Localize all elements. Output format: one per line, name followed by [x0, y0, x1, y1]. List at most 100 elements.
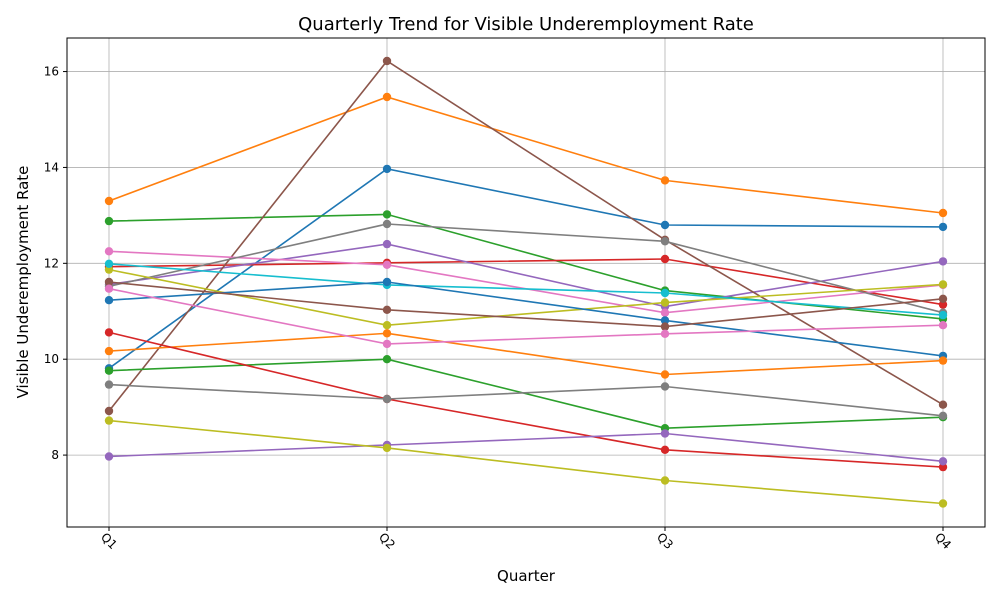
data-point [938, 222, 948, 232]
data-point [938, 400, 948, 409]
data-point [938, 300, 948, 309]
data-point [104, 196, 114, 206]
data-point [382, 164, 392, 174]
data-point [382, 92, 392, 102]
x-tick-label: Q2 [376, 530, 398, 552]
data-point [660, 308, 670, 317]
axes [66, 37, 986, 528]
series-lines [104, 56, 948, 508]
x-axis-ticks: Q1 Q2 Q3 Q4 [98, 527, 954, 552]
data-point [104, 247, 114, 256]
data-point [660, 429, 670, 438]
series-16 [104, 277, 948, 331]
series-line [108, 432, 944, 463]
data-point [660, 322, 670, 331]
data-point [104, 259, 114, 268]
y-tick-label: 14 [44, 160, 59, 174]
data-point [660, 316, 670, 325]
data-point [660, 237, 670, 246]
chart-title: Quarterly Trend for Visible Underemploym… [298, 14, 754, 35]
series-line [108, 223, 944, 314]
data-point [382, 394, 392, 404]
data-point [382, 443, 392, 453]
series-1 [104, 164, 948, 373]
data-point [104, 380, 114, 389]
data-point [660, 370, 670, 379]
series-line [108, 263, 944, 316]
data-point [382, 219, 392, 229]
data-point [104, 406, 114, 416]
series-14 [104, 328, 948, 472]
series-line [108, 281, 944, 357]
series-line [108, 281, 944, 328]
data-point [660, 445, 670, 454]
data-point [938, 411, 948, 420]
data-point [660, 382, 670, 391]
data-point [104, 277, 114, 287]
data-point [104, 366, 114, 375]
data-point [660, 176, 670, 185]
data-point [104, 346, 114, 356]
data-point [938, 462, 948, 472]
data-point [660, 329, 670, 338]
data-point [382, 355, 392, 364]
data-point [382, 277, 392, 287]
y-axis-ticks: 8 10 12 14 16 [44, 65, 67, 462]
data-point [660, 254, 670, 264]
data-point [938, 356, 948, 365]
x-tick-label: Q4 [932, 530, 954, 552]
x-axis-label: Quarter [497, 567, 556, 585]
data-point [382, 339, 392, 349]
data-point [938, 310, 948, 320]
data-point [104, 216, 114, 226]
data-point [104, 284, 114, 293]
data-point [104, 265, 114, 274]
series-line [108, 287, 944, 345]
data-point [382, 239, 392, 249]
series-line [108, 358, 944, 430]
series-line [108, 419, 944, 505]
data-point [104, 296, 114, 305]
y-tick-label: 16 [44, 65, 59, 79]
data-point [938, 321, 948, 330]
series-line [108, 331, 944, 468]
data-point [660, 220, 670, 230]
data-point [382, 56, 392, 66]
grid [67, 38, 985, 527]
series-line [108, 268, 944, 327]
data-point [938, 294, 948, 303]
data-point [938, 208, 948, 218]
data-point [104, 328, 114, 337]
data-point [660, 288, 670, 298]
series-19 [104, 416, 948, 508]
series-18 [104, 380, 948, 420]
series-17 [104, 284, 948, 349]
series-line [108, 243, 944, 308]
y-axis-label: Visible Underemployment Rate [14, 166, 32, 399]
series-12 [104, 329, 948, 379]
data-point [938, 257, 948, 266]
series-line [108, 168, 944, 369]
data-point [938, 499, 948, 508]
data-point [382, 329, 392, 338]
x-tick-label: Q1 [98, 530, 120, 552]
series-line [108, 59, 944, 412]
series-5 [104, 239, 948, 311]
series-line [108, 332, 944, 376]
series-9 [104, 265, 948, 330]
y-tick-label: 12 [44, 256, 59, 270]
data-point [382, 305, 392, 314]
series-8 [104, 219, 948, 317]
data-point [382, 210, 392, 219]
data-point [104, 452, 114, 461]
data-point [104, 416, 114, 425]
x-tick-label: Q3 [654, 530, 676, 552]
data-point [938, 457, 948, 466]
data-point [660, 298, 670, 307]
series-line [108, 96, 944, 214]
y-tick-label: 8 [51, 448, 59, 462]
y-tick-label: 10 [44, 352, 59, 366]
plot-area-frame [66, 37, 986, 528]
series-line [108, 383, 944, 417]
